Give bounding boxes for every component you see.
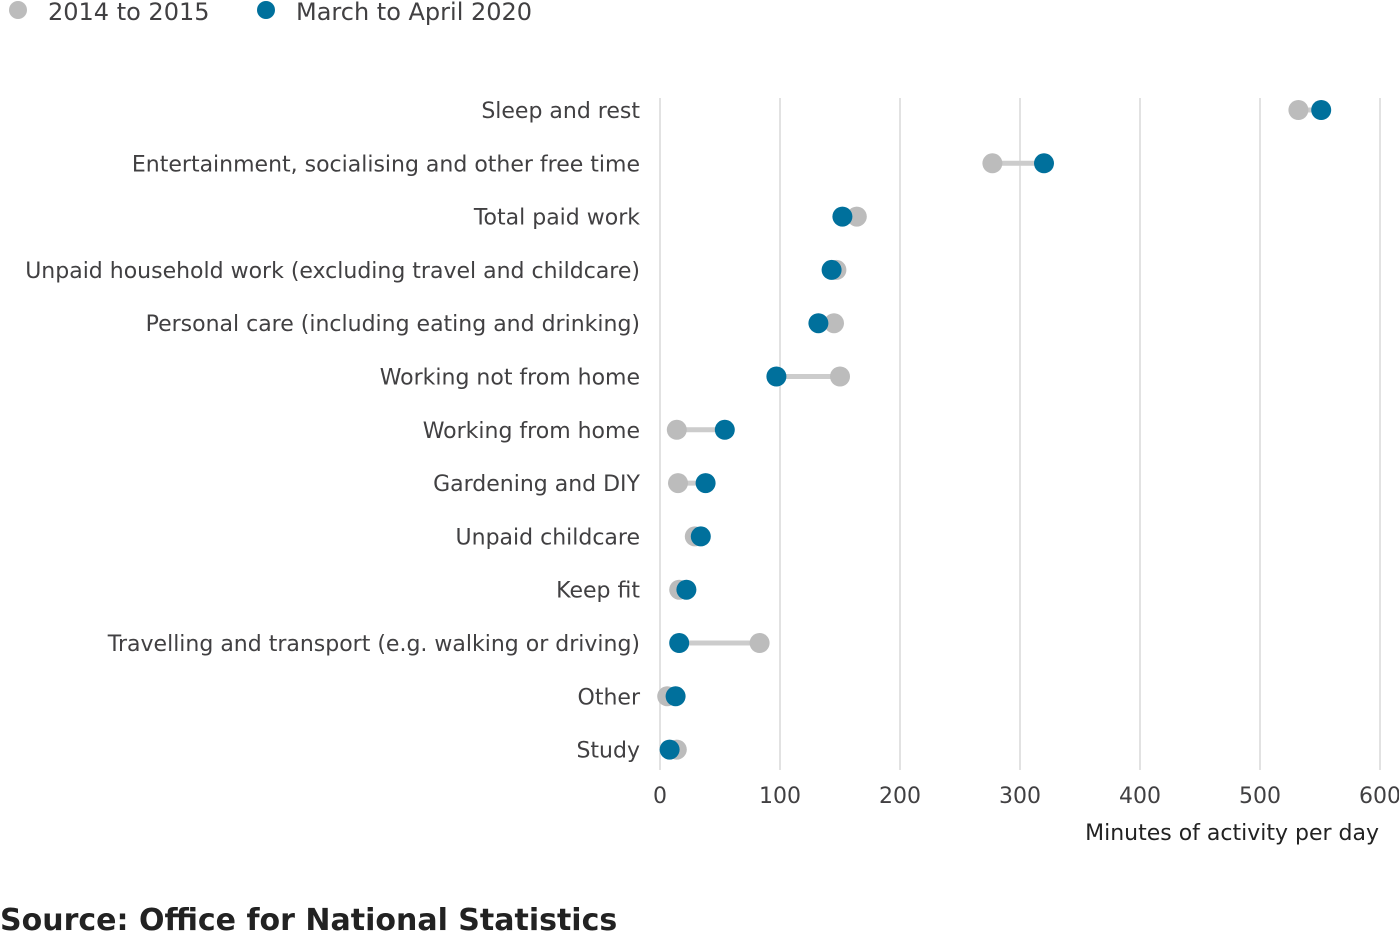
category-label-unpaid-childcare: Unpaid childcare [456, 525, 640, 550]
category-label-sleep-and-rest: Sleep and rest [481, 99, 640, 124]
category-label-travelling-and-transport-e-g-walking-or-driving: Travelling and transport (e.g. walking o… [107, 632, 640, 657]
dumbbell-connectors [664, 107, 1324, 753]
x-tick-label: 600 [1359, 784, 1399, 809]
point-march-to-april-2020-travelling-and-transport-e-g-walking-or-driving [669, 633, 690, 653]
point-march-to-april-2020-working-not-from-home [766, 366, 787, 387]
x-tick-label: 400 [1119, 784, 1161, 809]
legend-label-2014-to-2015: 2014 to 2015 [48, 0, 210, 26]
category-label-working-not-from-home: Working not from home [380, 366, 640, 391]
x-tick-label: 200 [879, 784, 921, 809]
category-label-keep-fit: Keep fit [556, 579, 640, 604]
category-label-other: Other [578, 685, 641, 710]
data-points [657, 100, 1332, 760]
point-2014-to-2015-travelling-and-transport-e-g-walking-or-driving [749, 633, 770, 653]
legend-swatch-2014-to-2015 [9, 1, 27, 19]
category-label-study: Study [576, 739, 640, 764]
point-2014-to-2015-sleep-and-rest [1288, 100, 1309, 120]
point-2014-to-2015-working-from-home [666, 419, 687, 440]
point-2014-to-2015-working-not-from-home [830, 366, 850, 387]
x-gridlines [659, 98, 1381, 770]
point-march-to-april-2020-other [665, 686, 686, 707]
point-march-to-april-2020-sleep-and-rest [1311, 100, 1332, 120]
point-march-to-april-2020-working-from-home [714, 419, 735, 440]
x-axis-title: Minutes of activity per day [1085, 821, 1379, 846]
category-label-entertainment-socialising-and-other-free-time: Entertainment, socialising and other fre… [132, 152, 640, 177]
point-2014-to-2015-gardening-and-diy [668, 473, 688, 494]
category-label-working-from-home: Working from home [423, 419, 640, 444]
dumbbell-chart: 2014 to 2015 March to April 2020 Sleep a… [9, 0, 1399, 846]
point-march-to-april-2020-entertainment-socialising-and-other-free-time [1034, 153, 1054, 174]
point-march-to-april-2020-unpaid-household-work-excluding-travel-and-childcare [821, 259, 842, 280]
x-tick-labels: 0 100 200 300 400 500 600 [653, 784, 1399, 809]
point-2014-to-2015-personal-care-including-eating-and-drinking [824, 313, 844, 334]
category-labels: Sleep and rest Entertainment, socialising… [25, 99, 641, 764]
x-tick-label: 300 [999, 784, 1041, 809]
point-march-to-april-2020-keep-fit [676, 579, 697, 600]
point-march-to-april-2020-unpaid-childcare [690, 526, 711, 547]
x-tick-label: 100 [759, 784, 801, 809]
legend-swatch-march-to-april-2020 [257, 1, 275, 19]
point-march-to-april-2020-study [659, 739, 680, 760]
point-march-to-april-2020-gardening-and-diy [695, 473, 716, 494]
point-march-to-april-2020-total-paid-work [832, 206, 853, 227]
point-2014-to-2015-total-paid-work [846, 206, 867, 227]
category-label-unpaid-household-work-excluding-travel-and-childcare: Unpaid household work (excluding travel … [25, 259, 640, 284]
legend: 2014 to 2015 March to April 2020 [9, 0, 532, 26]
category-label-personal-care-including-eating-and-drinking: Personal care (including eating and drin… [146, 312, 640, 337]
category-label-gardening-and-diy: Gardening and DIY [433, 472, 640, 497]
point-march-to-april-2020-personal-care-including-eating-and-drinking [808, 313, 829, 334]
source-note: Source: Office for National Statistics [0, 903, 618, 938]
category-label-total-paid-work: Total paid work [473, 206, 640, 231]
legend-label-march-to-april-2020: March to April 2020 [296, 0, 532, 26]
x-tick-label: 500 [1239, 784, 1281, 809]
point-2014-to-2015-entertainment-socialising-and-other-free-time [982, 153, 1003, 174]
x-tick-label: 0 [653, 784, 667, 809]
